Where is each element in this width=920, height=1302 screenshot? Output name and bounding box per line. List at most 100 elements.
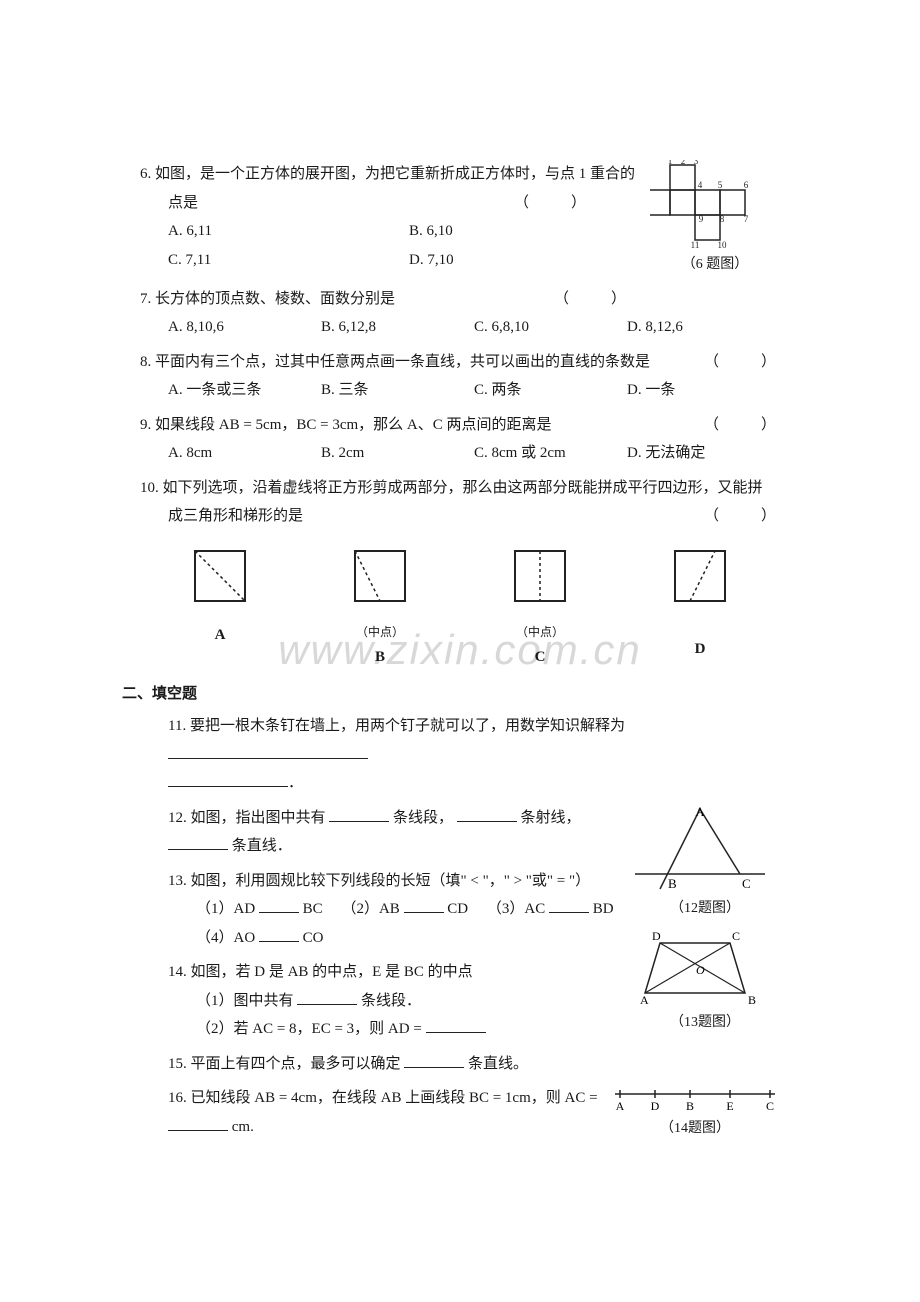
svg-text:D: D <box>652 929 661 943</box>
q6-option-c: C. 7,11 <box>168 246 409 275</box>
q15-stem-b: 条直线。 <box>468 1056 528 1072</box>
svg-text:8: 8 <box>720 214 725 224</box>
svg-text:7: 7 <box>744 214 749 224</box>
q8-answer-paren: （ ） <box>704 348 780 377</box>
svg-text:C: C <box>766 1099 774 1113</box>
q6-stem-line2: 点是 <box>168 195 198 211</box>
q13-blank-3 <box>549 897 589 913</box>
q10-label-c: C <box>505 643 575 672</box>
svg-text:5: 5 <box>718 180 723 190</box>
q13-p3a: （3）AC <box>487 901 545 917</box>
svg-text:C: C <box>742 876 751 891</box>
q10-stem-line2: 成三角形和梯形的是 <box>168 508 303 524</box>
svg-text:A: A <box>695 804 705 819</box>
q13-p2b: CD <box>447 901 468 917</box>
section-2-heading: 二、填空题 <box>122 680 780 709</box>
q10-figures: A （中点） B （中点） C <box>140 541 780 672</box>
q6-option-a: A. 6,11 <box>168 217 409 246</box>
svg-text:A: A <box>640 993 649 1007</box>
q7-stem: 长方体的顶点数、棱数、面数分别是 <box>155 291 395 307</box>
question-15: 15. 平面上有四个点，最多可以确定 条直线。 <box>168 1050 780 1079</box>
q13-p1b: BC <box>303 901 323 917</box>
q13-p2a: （2）AB <box>341 901 399 917</box>
q15-blank <box>404 1052 464 1068</box>
q14-figure: A D B E C （14题图） <box>610 1084 780 1147</box>
svg-text:B: B <box>686 1099 694 1113</box>
question-6: 6. 如图，是一个正方体的展开图，为把它重新折成正方体时，与点 1 重合的 点是… <box>140 160 780 279</box>
question-13: 13. 如图，利用圆规比较下列线段的长短（填" < "，" > "或" = "）… <box>168 867 630 953</box>
q7-option-b: B. 6,12,8 <box>321 313 474 342</box>
q6-stem-line1: 如图，是一个正方体的展开图，为把它重新折成正方体时，与点 1 重合的 <box>155 166 635 182</box>
svg-text:D: D <box>651 1099 660 1113</box>
q13-figure-caption: （13题图） <box>630 1010 780 1037</box>
q11-blank-2 <box>168 771 288 787</box>
q8-stem: 平面内有三个点，过其中任意两点画一条直线，共可以画出的直线的条数是 <box>155 354 650 370</box>
q13-p4a: （4）AO <box>196 930 255 946</box>
q10-label-a: A <box>185 621 255 650</box>
q13-stem: 如图，利用圆规比较下列线段的长短（填" < "，" > "或" = "） <box>191 873 591 889</box>
q14-figure-caption: （14题图） <box>610 1116 780 1143</box>
q14-p1b: 条线段． <box>361 993 421 1009</box>
q10-fig-c: （中点） C <box>505 541 575 672</box>
q8-option-d: D. 一条 <box>627 376 780 405</box>
q13-blank-4 <box>259 926 299 942</box>
q6-option-b: B. 6,10 <box>409 217 650 246</box>
svg-text:O: O <box>696 963 705 977</box>
q12-blank-3 <box>168 834 228 850</box>
q14-blank-2 <box>426 1017 486 1033</box>
q10-fig-b: （中点） B <box>345 541 415 672</box>
q12-blank-1 <box>329 806 389 822</box>
q9-option-c: C. 8cm 或 2cm <box>474 439 627 468</box>
q11-stem: 要把一根木条钉在墙上，用两个钉子就可以了，用数学知识解释为 <box>190 718 625 734</box>
q10-stem-line1: 如下列选项，沿着虚线将正方形剪成两部分，那么由这两部分既能拼成平行四边形，又能拼 <box>163 480 763 496</box>
q13-p1a: （1）AD <box>196 901 255 917</box>
q10-midpoint-c: （中点） <box>505 621 575 644</box>
q12-stem-d: 条直线． <box>232 838 292 854</box>
q10-fig-a: A <box>185 541 255 672</box>
q9-stem: 如果线段 AB = 5cm，BC = 3cm，那么 A、C 两点间的距离是 <box>155 417 552 433</box>
q7-option-c: C. 6,8,10 <box>474 313 627 342</box>
q12-figure: A B C （12题图） <box>630 804 780 923</box>
svg-text:9: 9 <box>699 214 704 224</box>
q15-stem-a: 平面上有四个点，最多可以确定 <box>191 1056 401 1072</box>
svg-text:11: 11 <box>691 240 700 250</box>
question-9: 9. 如果线段 AB = 5cm，BC = 3cm，那么 A、C 两点间的距离是… <box>140 411 780 468</box>
q14-number: 14. <box>168 964 187 980</box>
q11-blank-1 <box>168 743 368 759</box>
q7-option-d: D. 8,12,6 <box>627 313 780 342</box>
q6-number: 6. <box>140 166 151 182</box>
q10-label-b: B <box>345 643 415 672</box>
q13-figure: A B C D O （13题图） <box>630 928 780 1037</box>
q13-blank-1 <box>259 897 299 913</box>
q8-option-c: C. 两条 <box>474 376 627 405</box>
q10-answer-paren: （ ） <box>704 502 780 531</box>
svg-text:C: C <box>732 929 740 943</box>
q6-option-d: D. 7,10 <box>409 246 650 275</box>
q8-option-a: A. 一条或三条 <box>168 376 321 405</box>
q12-number: 12. <box>168 810 187 826</box>
q8-option-b: B. 三条 <box>321 376 474 405</box>
q14-p2: （2）若 AC = 8，EC = 3，则 AD = <box>196 1021 422 1037</box>
svg-text:A: A <box>616 1099 625 1113</box>
q6-figure-caption: （6 题图） <box>650 252 780 279</box>
q9-number: 9. <box>140 417 151 433</box>
question-11: 11. 要把一根木条钉在墙上，用两个钉子就可以了，用数学知识解释为 ． <box>168 712 780 798</box>
question-10: 10. 如下列选项，沿着虚线将正方形剪成两部分，那么由这两部分既能拼成平行四边形… <box>140 474 780 672</box>
q14-p1: （1）图中共有 <box>196 993 294 1009</box>
question-7: 7. 长方体的顶点数、棱数、面数分别是 （ ） A. 8,10,6 B. 6,1… <box>140 285 780 342</box>
q9-option-a: A. 8cm <box>168 439 321 468</box>
q10-number: 10. <box>140 480 159 496</box>
svg-text:B: B <box>748 993 756 1007</box>
q9-option-d: D. 无法确定 <box>627 439 780 468</box>
q7-answer-paren: （ ） <box>554 285 630 314</box>
q6-answer-paren: （ ） <box>514 189 590 218</box>
q12-blank-2 <box>457 806 517 822</box>
q9-answer-paren: （ ） <box>704 411 780 440</box>
q13-blank-2 <box>404 897 444 913</box>
q13-number: 13. <box>168 873 187 889</box>
q10-midpoint-b: （中点） <box>345 621 415 644</box>
q14-blank-1 <box>297 989 357 1005</box>
question-16: 16. 已知线段 AB = 4cm，在线段 AB 上画线段 BC = 1cm，则… <box>168 1084 610 1141</box>
q16-number: 16. <box>168 1090 187 1106</box>
q7-option-a: A. 8,10,6 <box>168 313 321 342</box>
